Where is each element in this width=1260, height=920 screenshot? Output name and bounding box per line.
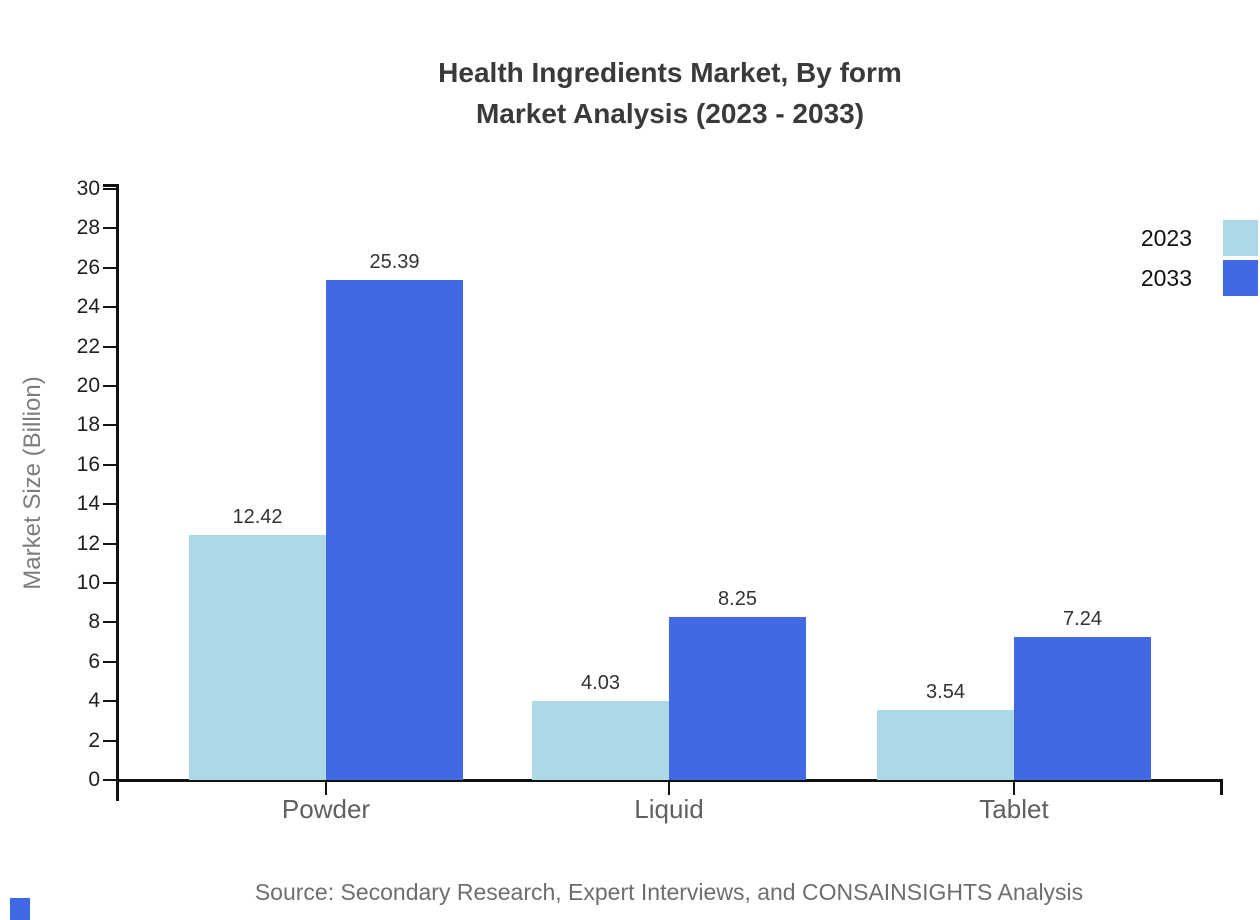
x-category-label: Powder [281,794,371,824]
legend-swatch-2023 [1223,220,1258,256]
y-tick-label: 6 [88,649,100,673]
x-category-label: Liquid [634,794,704,824]
bar-2023-tablet [877,710,1014,780]
y-tick-label: 18 [76,413,100,437]
watermark-square [10,898,30,920]
y-axis-title: Market Size (Billion) [19,376,46,590]
bar-value-2033-powder: 25.39 [369,250,420,273]
y-tick-label: 20 [76,374,100,397]
y-tick-label: 26 [76,255,100,279]
y-axis-line [116,184,119,801]
y-tick-label: 14 [76,492,100,516]
y-tick-label: 10 [76,571,100,594]
y-tick-mark [103,345,117,348]
y-tick-label: 2 [88,728,100,752]
y-tick-mark [103,700,117,703]
bar-value-2023-tablet: 3.54 [926,681,965,704]
legend: 2023 2033 [1098,220,1258,300]
y-tick-mark [103,188,117,190]
y-tick-mark [103,660,117,663]
x-category-label: Tablet [979,794,1049,824]
x-tick-mark [325,780,327,795]
x-tick-mark [668,780,670,795]
y-tick-label: 22 [76,334,100,358]
legend-label-2033: 2033 [1140,265,1192,291]
source-text: Source: Secondary Research, Expert Inter… [254,879,1084,905]
x-tick-mark [1013,780,1015,795]
y-tick-label: 24 [76,295,100,319]
y-tick-mark [103,542,117,545]
legend-item-2033: 2033 [1098,260,1258,300]
chart-title-line1: Health Ingredients Market, By form [438,57,902,88]
y-tick-label: 28 [76,216,100,240]
y-tick-mark [103,779,117,781]
y-tick-mark [103,739,117,742]
y-tick-label: 0 [88,768,100,791]
y-tick-label: 4 [88,689,100,713]
legend-item-2023: 2023 [1098,220,1258,260]
bar-2033-liquid [669,617,806,780]
bar-value-2033-liquid: 8.25 [718,588,757,611]
y-axis-top-cap [103,184,119,187]
y-tick-mark [103,385,117,387]
y-tick-mark [103,266,117,269]
y-tick-mark [103,463,117,466]
y-tick-mark [103,227,117,230]
y-tick-label: 30 [76,177,100,200]
bar-value-2023-liquid: 4.03 [581,671,620,694]
bar-2023-powder [189,535,326,780]
y-tick-mark [103,424,117,427]
y-tick-label: 12 [76,531,100,555]
y-tick-label: 16 [76,452,100,476]
chart-title-line2: Market Analysis (2023 - 2033) [475,98,865,129]
legend-swatch-2033 [1223,260,1258,296]
y-tick-mark [103,621,117,624]
y-tick-mark [103,503,117,506]
legend-label-2023: 2023 [1140,225,1192,251]
x-axis-right-cap [1220,779,1223,795]
bar-2033-tablet [1014,637,1151,780]
chart-title: Health Ingredients Market, By form Marke… [438,52,902,134]
y-tick-label: 8 [88,610,100,634]
y-tick-mark [103,306,117,309]
bar-value-2023-powder: 12.42 [232,506,283,529]
bar-value-2033-tablet: 7.24 [1063,608,1102,631]
y-tick-mark [103,582,117,584]
bar-2023-liquid [532,700,669,780]
bar-2033-powder [326,279,463,780]
